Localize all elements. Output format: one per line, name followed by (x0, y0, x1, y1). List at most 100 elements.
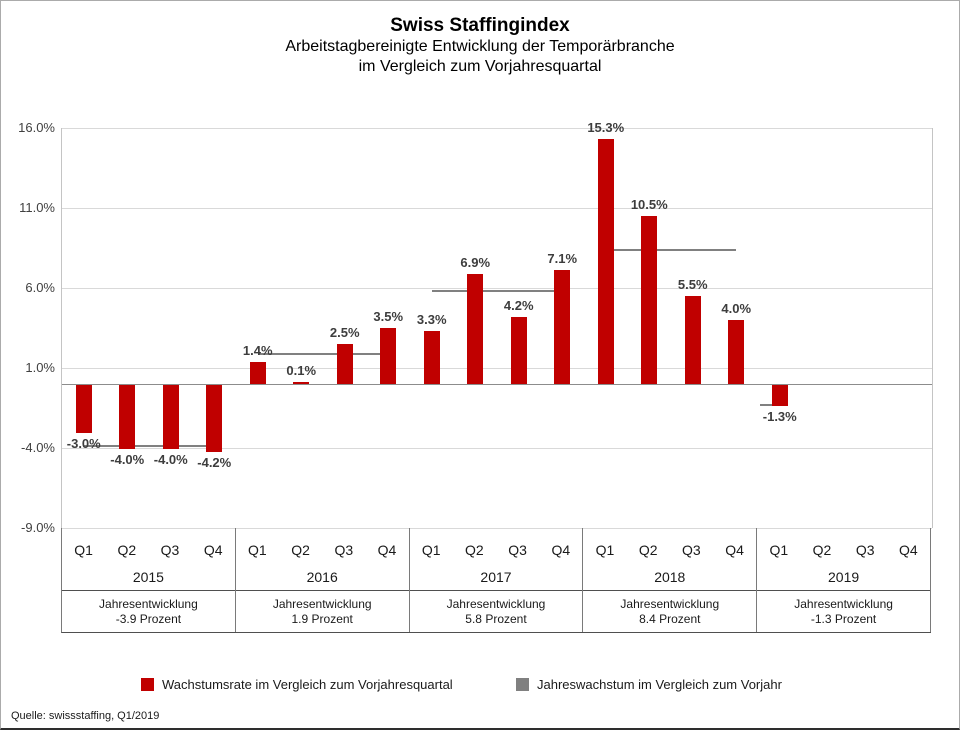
year-section-2016: Q1 Q2 Q3 Q4 2016 Jahresentwicklung 1.9 Prozent (235, 528, 410, 632)
annual-average-line-2015 (83, 445, 215, 448)
bar-2018-q1 (597, 139, 614, 384)
quarter-label-2019-q1: Q1 (769, 542, 789, 558)
quarter-label-2018-q4: Q4 (725, 542, 744, 558)
chart-subtitle-line-1: Arbeitstagbereinigte Entwicklung der Tem… (285, 38, 675, 55)
quarter-label-2016-q2: Q2 (291, 542, 310, 558)
year-section-2015: Q1 Q2 Q3 Q4 2015 Jahresentwicklung -3.9 Prozen… (62, 528, 236, 632)
legend-swatch-quarterly-growth (141, 678, 154, 691)
legend: Wachstumsrate im Vergleich zum Vorjahres… (1, 677, 959, 695)
quarter-label-2017-q4: Q4 (551, 542, 571, 558)
y-axis-label: -9.0% (21, 520, 55, 535)
gridline--4.0% (62, 448, 932, 449)
y-axis-label: 16.0% (18, 120, 55, 135)
annual-summary-value-2016: 1.9 Prozent (291, 611, 353, 626)
year-label-2019: 2019 (828, 569, 860, 585)
gridline-11.0% (62, 208, 932, 209)
bar-2018-q3 (684, 296, 701, 384)
bar-value-label-2017-q1: 3.3% (416, 312, 447, 328)
bar-value-label-2018-q4: 4.0% (721, 301, 752, 316)
quarter-row-2016: Q1 Q2 Q3 Q4 (236, 528, 409, 564)
bar-2015-q1 (75, 385, 92, 433)
bar-value-label-2015-q2: -4.0% (110, 452, 145, 467)
annual-summary-value-2019: -1.3 Prozent (810, 611, 877, 626)
quarter-label-2016-q1: Q1 (248, 542, 267, 558)
quarter-row-2018: Q1 Q2 Q3 Q4 (583, 528, 756, 564)
quarter-row-2017: Q1 Q2 Q3 Q4 (410, 528, 583, 564)
gridline--9.0% (62, 528, 932, 529)
annual-summary-title-2016: Jahresentwicklung (272, 596, 372, 611)
annual-average-line-2018 (605, 248, 737, 251)
x-axis-table: Q1 Q2 Q3 Q4 2015 Jahresentwicklung -3.9 Prozen… (61, 528, 931, 633)
bar-value-label-2018-q1: 15.3% (587, 120, 625, 136)
annual-summary-title-2019: Jahresentwicklung (794, 596, 893, 611)
bar-value-label-2017-q2: 6.9% (460, 254, 491, 270)
bar-2018-q4 (728, 320, 745, 384)
bar-2016-q2 (293, 382, 310, 384)
quarter-label-2015-q2: Q2 (117, 542, 137, 558)
quarter-label-2015-q1: Q1 (74, 542, 93, 558)
year-section-2019: Q1 Q2 Q3 Q4 2019 Jahresentwicklung -1.3 Prozen… (757, 528, 931, 632)
bar-value-label-2016-q3: 2.5% (329, 325, 360, 340)
bar-value-label-2016-q1: 1.4% (242, 342, 273, 358)
bar-value-label-2019-q1: -1.3% (762, 408, 797, 424)
zero-baseline (62, 384, 932, 385)
y-axis-label: -4.0% (21, 440, 55, 455)
annual-summary-value-2017: 5.8 Prozent (465, 611, 527, 626)
quarter-label-2015-q4: Q4 (203, 542, 223, 558)
annual-summary-value-2018: 8.4 Prozent (639, 611, 701, 626)
chart-title: Swiss Staffingindex (390, 15, 570, 36)
gridline-6.0% (62, 288, 932, 289)
quarter-label-2015-q3: Q3 (160, 542, 180, 558)
quarter-label-2017-q2: Q2 (465, 542, 484, 558)
legend-label-annual-growth: Jahreswachstum im Vergleich zum Vorjahr (537, 677, 782, 692)
bar-2019-q1 (771, 385, 788, 406)
quarter-label-2016-q3: Q3 (334, 542, 354, 558)
bar-2015-q4 (206, 385, 223, 453)
quarter-label-2017-q1: Q1 (421, 542, 441, 558)
quarter-row-2015: Q1 Q2 Q3 Q4 (62, 528, 235, 564)
bar-2016-q4 (380, 328, 397, 384)
title-block: Swiss Staffingindex Arbeitstagbereinigte… (1, 14, 959, 77)
bar-2018-q2 (641, 216, 658, 384)
legend-swatch-annual-growth (516, 678, 529, 691)
bar-2017-q1 (423, 331, 440, 384)
bar-value-label-2017-q3: 4.2% (503, 297, 534, 313)
bar-value-label-2015-q3: -4.0% (153, 452, 188, 467)
annual-summary-value-2015: -3.9 Prozent (115, 611, 182, 626)
year-label-2016: 2016 (306, 569, 338, 585)
chart-subtitle-line-2: im Vergleich zum Vorjahresquartal (358, 58, 602, 75)
legend-item-annual-growth: Jahreswachstum im Vergleich zum Vorjahr (516, 677, 782, 692)
bar-2015-q3 (162, 385, 179, 449)
year-label-2017: 2017 (480, 569, 512, 585)
annual-average-line-2017 (431, 290, 563, 293)
legend-label-quarterly-growth: Wachstumsrate im Vergleich zum Vorjahres… (162, 677, 453, 692)
annual-summary-cell-2017: Jahresentwicklung 5.8 Prozent (409, 590, 583, 632)
quarter-row-2019: Q1 Q2 Q3 Q4 (757, 528, 930, 564)
source-note: Quelle: swissstaffing, Q1/2019 (11, 710, 160, 722)
year-section-2018: Q1 Q2 Q3 Q4 2018 Jahresentwicklung 8.4 Prozent (583, 528, 758, 632)
quarter-label-2018-q3: Q3 (682, 542, 701, 558)
gridline-1.0% (62, 368, 932, 369)
quarter-label-2018-q1: Q1 (595, 542, 615, 558)
gridline-16.0% (62, 128, 932, 129)
quarter-label-2019-q2: Q2 (812, 542, 832, 558)
bar-2016-q3 (336, 344, 353, 384)
bar-2017-q2 (467, 273, 484, 384)
annual-summary-title-2015: Jahresentwicklung (99, 596, 198, 611)
bar-value-label-2015-q4: -4.2% (197, 455, 232, 471)
bar-value-label-2017-q4: 7.1% (547, 251, 578, 267)
bar-2017-q4 (554, 270, 571, 384)
bar-2015-q2 (119, 385, 136, 449)
quarter-label-2017-q3: Q3 (508, 542, 527, 558)
annual-average-line-2016 (257, 352, 389, 355)
year-label-2018: 2018 (654, 569, 686, 585)
bar-value-label-2016-q4: 3.5% (373, 309, 404, 324)
y-axis-label: 1.0% (25, 360, 55, 375)
annual-summary-cell-2016: Jahresentwicklung 1.9 Prozent (235, 590, 409, 632)
quarter-label-2019-q3: Q3 (855, 542, 875, 558)
quarter-label-2018-q2: Q2 (638, 542, 658, 558)
bar-value-label-2015-q1: -3.0% (66, 436, 101, 451)
annual-summary-cell-2015: Jahresentwicklung -3.9 Prozent (62, 590, 235, 632)
legend-item-quarterly-growth: Wachstumsrate im Vergleich zum Vorjahres… (141, 677, 453, 692)
